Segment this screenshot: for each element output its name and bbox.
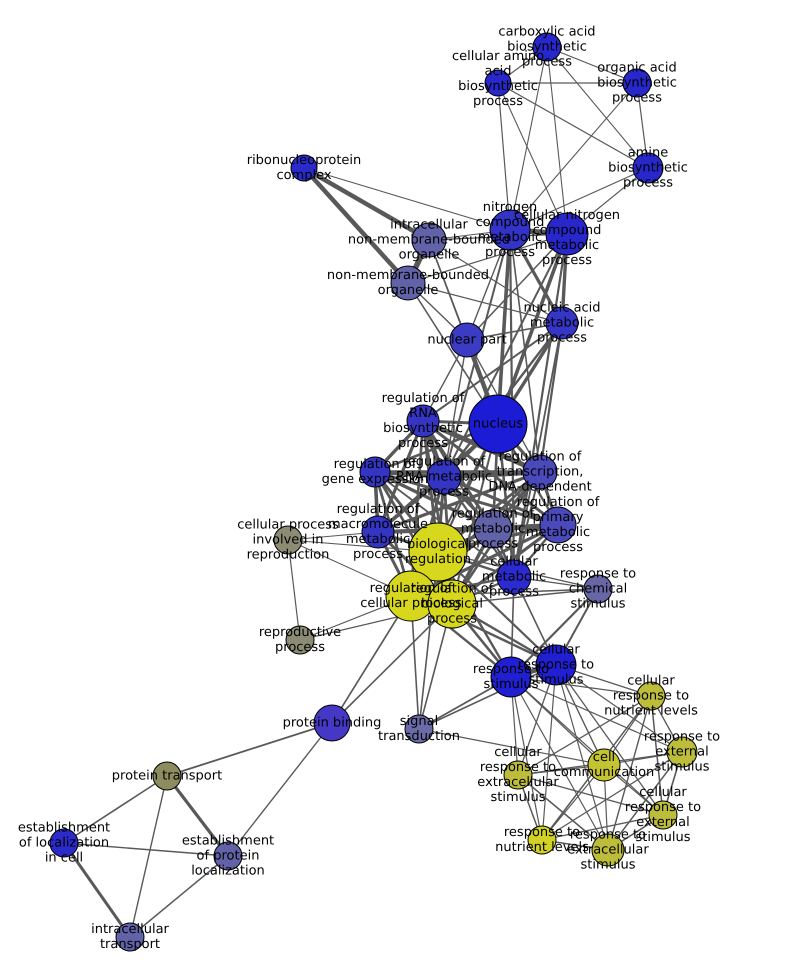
graph-edge <box>418 728 605 766</box>
graph-node[interactable] <box>285 625 315 655</box>
graph-edge <box>331 603 453 724</box>
graph-node[interactable] <box>313 704 351 742</box>
graph-node[interactable] <box>636 681 666 711</box>
graph-edge <box>546 46 638 84</box>
graph-edge <box>517 695 652 776</box>
graph-node[interactable] <box>490 656 532 698</box>
graph-edge <box>301 165 432 243</box>
graph-node[interactable] <box>591 833 625 867</box>
graph-node[interactable] <box>503 760 533 790</box>
graph-edge <box>373 470 495 531</box>
graph-node[interactable] <box>496 559 532 595</box>
graph-node[interactable] <box>527 825 557 855</box>
graph-edge <box>509 46 548 231</box>
graph-edge <box>555 664 683 753</box>
graph-edge <box>407 233 568 284</box>
graph-edge <box>509 167 649 231</box>
graph-edge <box>62 841 132 939</box>
graph-edge <box>129 775 168 938</box>
graph-edge <box>466 233 568 341</box>
graph-node[interactable] <box>522 454 558 490</box>
graph-edge <box>301 165 411 286</box>
graph-edge <box>497 82 649 169</box>
graph-edge <box>497 82 511 231</box>
graph-node[interactable] <box>404 714 434 744</box>
graph-node[interactable] <box>290 154 318 182</box>
graph-edge <box>555 664 609 851</box>
graph-node[interactable] <box>390 265 426 301</box>
graph-edge <box>541 814 664 841</box>
graph-edge <box>303 167 511 231</box>
graph-edge <box>512 232 569 579</box>
graph-node[interactable] <box>468 394 528 454</box>
graph-node[interactable] <box>539 506 577 544</box>
graph-edge <box>287 539 301 641</box>
graph-edge <box>418 551 439 730</box>
graph-edge <box>541 664 557 841</box>
graph-node[interactable] <box>587 748 621 782</box>
graph-edge <box>555 664 664 816</box>
graph-edge <box>510 676 683 753</box>
graph-node[interactable] <box>648 800 678 830</box>
graph-node[interactable] <box>426 459 462 495</box>
graph-node[interactable] <box>406 404 440 438</box>
graph-edge <box>546 46 568 235</box>
graph-edge <box>422 322 563 422</box>
graph-node[interactable] <box>473 509 513 549</box>
graph-edge <box>165 774 230 858</box>
graph-edge <box>63 775 168 844</box>
graph-node[interactable] <box>427 579 477 629</box>
graph-node[interactable] <box>583 574 613 604</box>
graph-node[interactable] <box>532 32 562 62</box>
graph-edge <box>227 722 333 857</box>
graph-node[interactable] <box>361 515 395 549</box>
graph-node[interactable] <box>273 525 303 555</box>
graph-edge <box>443 339 468 478</box>
graph-edge <box>546 46 649 169</box>
edge-layer <box>62 46 683 939</box>
graph-node[interactable] <box>484 69 512 97</box>
graph-node[interactable] <box>385 570 437 622</box>
graph-edge <box>373 470 560 527</box>
graph-edge <box>510 676 609 851</box>
graph-node[interactable] <box>535 644 577 686</box>
graph-node[interactable] <box>359 456 391 488</box>
graph-edge <box>376 419 425 534</box>
graph-node[interactable] <box>411 222 447 258</box>
graph-node[interactable] <box>115 922 145 952</box>
graph-edge <box>409 523 560 598</box>
graph-node[interactable] <box>632 152 664 184</box>
graph-edge <box>510 676 664 816</box>
graph-edge <box>517 774 664 816</box>
graph-node[interactable] <box>152 761 182 791</box>
graph-edge <box>497 82 568 235</box>
graph-node[interactable] <box>408 522 468 582</box>
graph-node[interactable] <box>545 306 579 340</box>
graph-edge <box>517 774 609 851</box>
graph-node[interactable] <box>449 322 485 358</box>
graph-edge <box>496 228 512 426</box>
graph-edge <box>510 676 652 697</box>
graph-edge <box>166 722 333 777</box>
graph-edge <box>509 82 638 231</box>
graph-edge <box>418 664 557 730</box>
graph-edge <box>541 751 683 841</box>
node-layer <box>49 32 698 952</box>
graph-edge <box>607 751 683 851</box>
graph-node[interactable] <box>49 828 79 858</box>
graph-edge <box>510 676 543 841</box>
graph-edge <box>129 855 229 938</box>
graph-node[interactable] <box>213 841 243 871</box>
graph-edge <box>538 321 564 474</box>
graph-edge <box>63 842 229 857</box>
graph-node[interactable] <box>666 736 698 768</box>
graph-edge <box>509 587 600 679</box>
graph-node[interactable] <box>489 209 531 251</box>
graph-node[interactable] <box>622 68 652 98</box>
graph-node[interactable] <box>545 212 589 256</box>
